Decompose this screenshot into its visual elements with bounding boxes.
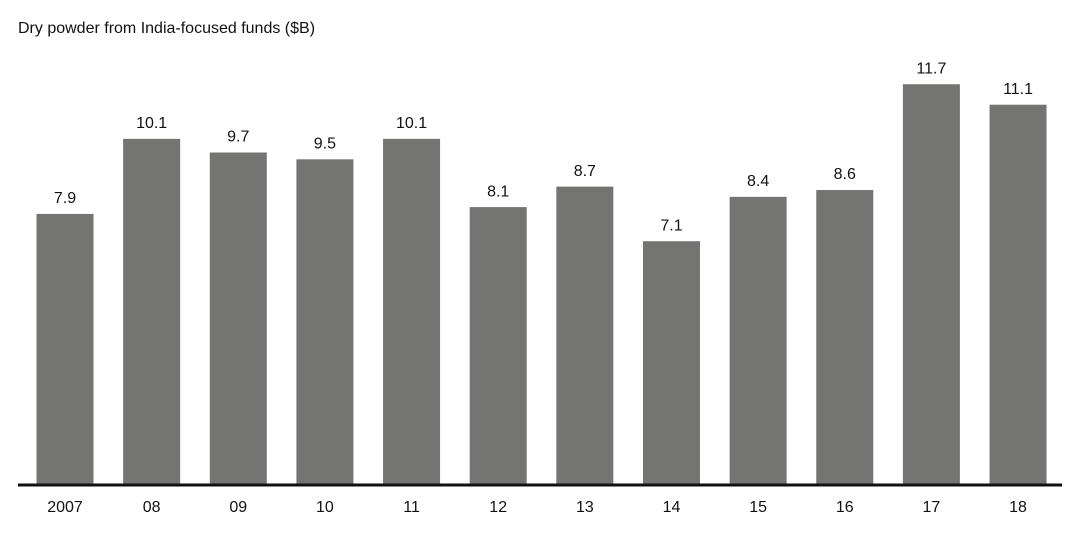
x-tick-label: 17 (923, 499, 941, 516)
chart-title: Dry powder from India-focused funds ($B) (18, 20, 315, 37)
x-tick-label: 13 (576, 499, 594, 516)
value-label: 10.1 (396, 115, 427, 132)
bar (469, 207, 527, 484)
x-tick-label: 14 (663, 499, 681, 516)
x-tick-label: 15 (749, 499, 767, 516)
x-tick-label: 11 (403, 499, 420, 516)
value-label: 8.1 (487, 183, 509, 200)
value-label: 7.1 (660, 217, 682, 234)
value-label: 9.5 (314, 136, 336, 153)
bar (989, 104, 1047, 484)
bar (296, 159, 354, 484)
bar (816, 190, 874, 484)
x-tick-label: 09 (229, 499, 247, 516)
value-label: 7.9 (54, 190, 76, 207)
bar (383, 138, 441, 484)
bar (642, 241, 700, 484)
value-label: 10.1 (136, 115, 167, 132)
x-tick-label: 16 (836, 499, 854, 516)
value-label: 11.7 (916, 60, 946, 77)
bar (902, 84, 960, 484)
x-tick-label: 18 (1009, 499, 1027, 516)
bar (729, 196, 787, 484)
x-tick-label: 12 (489, 499, 507, 516)
bar (556, 186, 614, 484)
x-tick-label: 2007 (47, 499, 83, 516)
value-label: 9.7 (227, 129, 249, 146)
value-label: 8.7 (574, 163, 596, 180)
bar (209, 152, 267, 484)
x-tick-label: 08 (143, 499, 161, 516)
value-label: 11.1 (1003, 81, 1033, 98)
value-label: 8.4 (747, 173, 769, 190)
x-tick-label: 10 (316, 499, 334, 516)
value-label: 8.6 (834, 166, 856, 183)
bar (36, 213, 94, 484)
bar (123, 138, 181, 484)
